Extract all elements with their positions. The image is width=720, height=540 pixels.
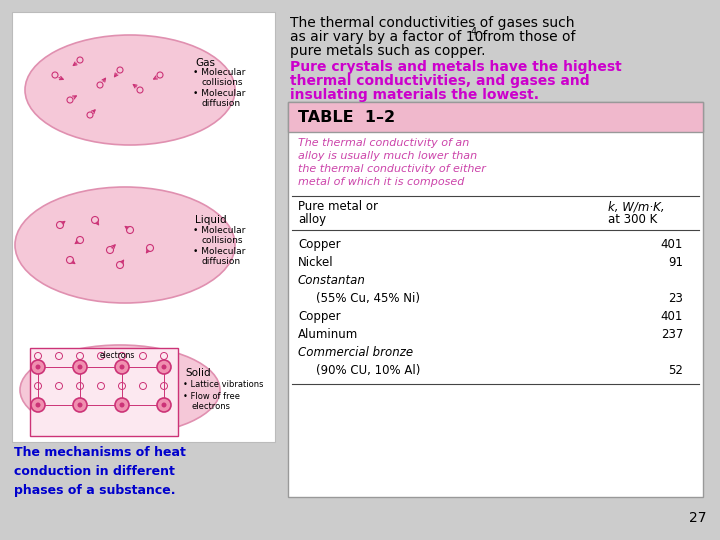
Text: • Molecular: • Molecular [193, 247, 246, 256]
Text: TABLE  1–2: TABLE 1–2 [298, 110, 395, 125]
Text: 401: 401 [661, 310, 683, 323]
Text: thermal conductivities, and gases and: thermal conductivities, and gases and [290, 74, 590, 88]
Circle shape [115, 360, 129, 374]
Text: Nickel: Nickel [298, 256, 333, 269]
Circle shape [31, 360, 45, 374]
Text: (55% Cu, 45% Ni): (55% Cu, 45% Ni) [316, 292, 420, 305]
Text: diffusion: diffusion [201, 99, 240, 108]
Text: electrons: electrons [100, 351, 135, 360]
Text: Constantan: Constantan [298, 274, 366, 287]
Circle shape [78, 402, 83, 408]
Text: from those of: from those of [478, 30, 575, 44]
Circle shape [73, 398, 87, 412]
Text: 401: 401 [661, 238, 683, 251]
Text: • Molecular: • Molecular [193, 68, 246, 77]
Circle shape [78, 364, 83, 369]
Text: Aluminum: Aluminum [298, 328, 359, 341]
Text: the thermal conductivity of either: the thermal conductivity of either [298, 164, 486, 174]
Text: Copper: Copper [298, 310, 341, 323]
Circle shape [115, 398, 129, 412]
Text: insulating materials the lowest.: insulating materials the lowest. [290, 88, 539, 102]
Text: collisions: collisions [201, 236, 243, 245]
Circle shape [31, 398, 45, 412]
Circle shape [35, 364, 40, 369]
FancyBboxPatch shape [288, 102, 703, 497]
Circle shape [35, 402, 40, 408]
Text: metal of which it is composed: metal of which it is composed [298, 177, 464, 187]
Ellipse shape [20, 345, 220, 435]
Circle shape [157, 398, 171, 412]
Text: The thermal conductivity of an: The thermal conductivity of an [298, 138, 469, 148]
Text: The thermal conductivities of gases such: The thermal conductivities of gases such [290, 16, 575, 30]
Text: Liquid: Liquid [195, 215, 227, 225]
Text: 237: 237 [661, 328, 683, 341]
Text: Gas: Gas [195, 58, 215, 68]
Circle shape [120, 364, 125, 369]
Text: 27: 27 [690, 511, 707, 525]
Text: 4: 4 [471, 27, 477, 37]
Text: collisions: collisions [201, 78, 243, 87]
Circle shape [73, 360, 87, 374]
Ellipse shape [15, 187, 235, 303]
Text: Copper: Copper [298, 238, 341, 251]
Text: • Molecular: • Molecular [193, 226, 246, 235]
Text: as air vary by a factor of 10: as air vary by a factor of 10 [290, 30, 483, 44]
Text: alloy: alloy [298, 213, 326, 226]
FancyBboxPatch shape [12, 12, 275, 442]
Text: Solid: Solid [185, 368, 211, 378]
Circle shape [120, 402, 125, 408]
Text: (90% CU, 10% Al): (90% CU, 10% Al) [316, 364, 420, 377]
Text: at 300 K: at 300 K [608, 213, 657, 226]
Text: k, W/m·K,: k, W/m·K, [608, 200, 665, 213]
Text: The mechanisms of heat
conduction in different
phases of a substance.: The mechanisms of heat conduction in dif… [14, 446, 186, 497]
FancyBboxPatch shape [30, 348, 178, 436]
Text: • Flow of free: • Flow of free [183, 392, 240, 401]
Text: Pure crystals and metals have the highest: Pure crystals and metals have the highes… [290, 60, 622, 74]
Text: 23: 23 [668, 292, 683, 305]
Text: • Molecular: • Molecular [193, 89, 246, 98]
FancyBboxPatch shape [288, 102, 703, 132]
Text: 52: 52 [668, 364, 683, 377]
Text: diffusion: diffusion [201, 257, 240, 266]
Text: electrons: electrons [191, 402, 230, 411]
Text: pure metals such as copper.: pure metals such as copper. [290, 44, 485, 58]
Text: Commercial bronze: Commercial bronze [298, 346, 413, 359]
Text: alloy is usually much lower than: alloy is usually much lower than [298, 151, 477, 161]
Ellipse shape [25, 35, 235, 145]
Text: • Lattice vibrations: • Lattice vibrations [183, 380, 264, 389]
Circle shape [161, 402, 166, 408]
Text: 91: 91 [668, 256, 683, 269]
Circle shape [161, 364, 166, 369]
Circle shape [157, 360, 171, 374]
Text: Pure metal or: Pure metal or [298, 200, 378, 213]
